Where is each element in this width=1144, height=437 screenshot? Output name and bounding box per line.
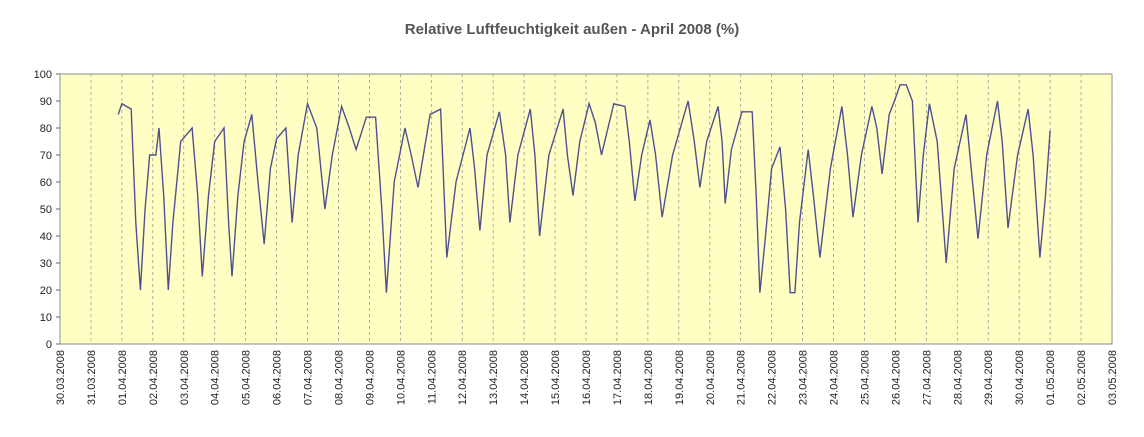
x-tick-label: 04.04.2008 [210,350,222,405]
x-tick-label: 03.05.2008 [1107,350,1119,405]
x-tick-label: 12.04.2008 [457,350,469,405]
x-tick-label: 07.04.2008 [303,350,315,405]
y-tick-label: 90 [40,96,52,108]
y-tick-label: 40 [40,231,52,243]
y-tick-label: 70 [40,150,52,162]
x-tick-label: 01.04.2008 [117,350,129,405]
y-tick-label: 30 [40,258,52,270]
x-tick-label: 25.04.2008 [859,350,871,405]
x-tick-label: 10.04.2008 [395,350,407,405]
x-tick-label: 24.04.2008 [829,350,841,405]
x-tick-label: 08.04.2008 [333,350,345,405]
y-tick-label: 100 [34,69,52,81]
x-tick-label: 30.04.2008 [1014,350,1026,405]
x-tick-label: 15.04.2008 [550,350,562,405]
x-tick-label: 11.04.2008 [426,350,438,404]
y-tick-label: 10 [40,312,52,324]
x-tick-label: 01.05.2008 [1045,350,1057,405]
y-tick-label: 0 [46,339,52,351]
x-tick-label: 29.04.2008 [983,350,995,405]
x-tick-label: 18.04.2008 [643,350,655,405]
chart-title: Relative Luftfeuchtigkeit außen - April … [405,21,740,38]
x-tick-label: 17.04.2008 [612,350,624,405]
x-tick-label: 22.04.2008 [767,350,779,405]
x-tick-label: 06.04.2008 [272,350,284,405]
x-tick-label: 23.04.2008 [798,350,810,405]
data-line [117,84,1051,294]
x-tick-label: 27.04.2008 [921,350,933,405]
x-tick-label: 14.04.2008 [519,350,531,405]
x-tick-label: 20.04.2008 [705,350,717,405]
x-tick-label: 13.04.2008 [488,350,500,405]
y-tick-label: 60 [40,177,52,189]
x-tick-label: 03.04.2008 [179,350,191,405]
x-tick-label: 21.04.2008 [736,350,748,405]
x-tick-label: 16.04.2008 [581,350,593,405]
y-tick-label: 80 [40,123,52,135]
y-tick-label: 50 [40,204,52,216]
x-tick-label: 26.04.2008 [890,350,902,405]
x-tick-label: 31.03.2008 [86,350,98,405]
x-tick-label: 30.03.2008 [55,350,67,405]
x-tick-label: 09.04.2008 [364,350,376,405]
y-tick-label: 20 [40,285,52,297]
x-tick-label: 02.05.2008 [1076,350,1088,405]
x-tick-label: 19.04.2008 [674,350,686,405]
x-tick-label: 28.04.2008 [952,350,964,405]
x-tick-label: 02.04.2008 [148,350,160,405]
x-tick-label: 05.04.2008 [241,350,253,405]
